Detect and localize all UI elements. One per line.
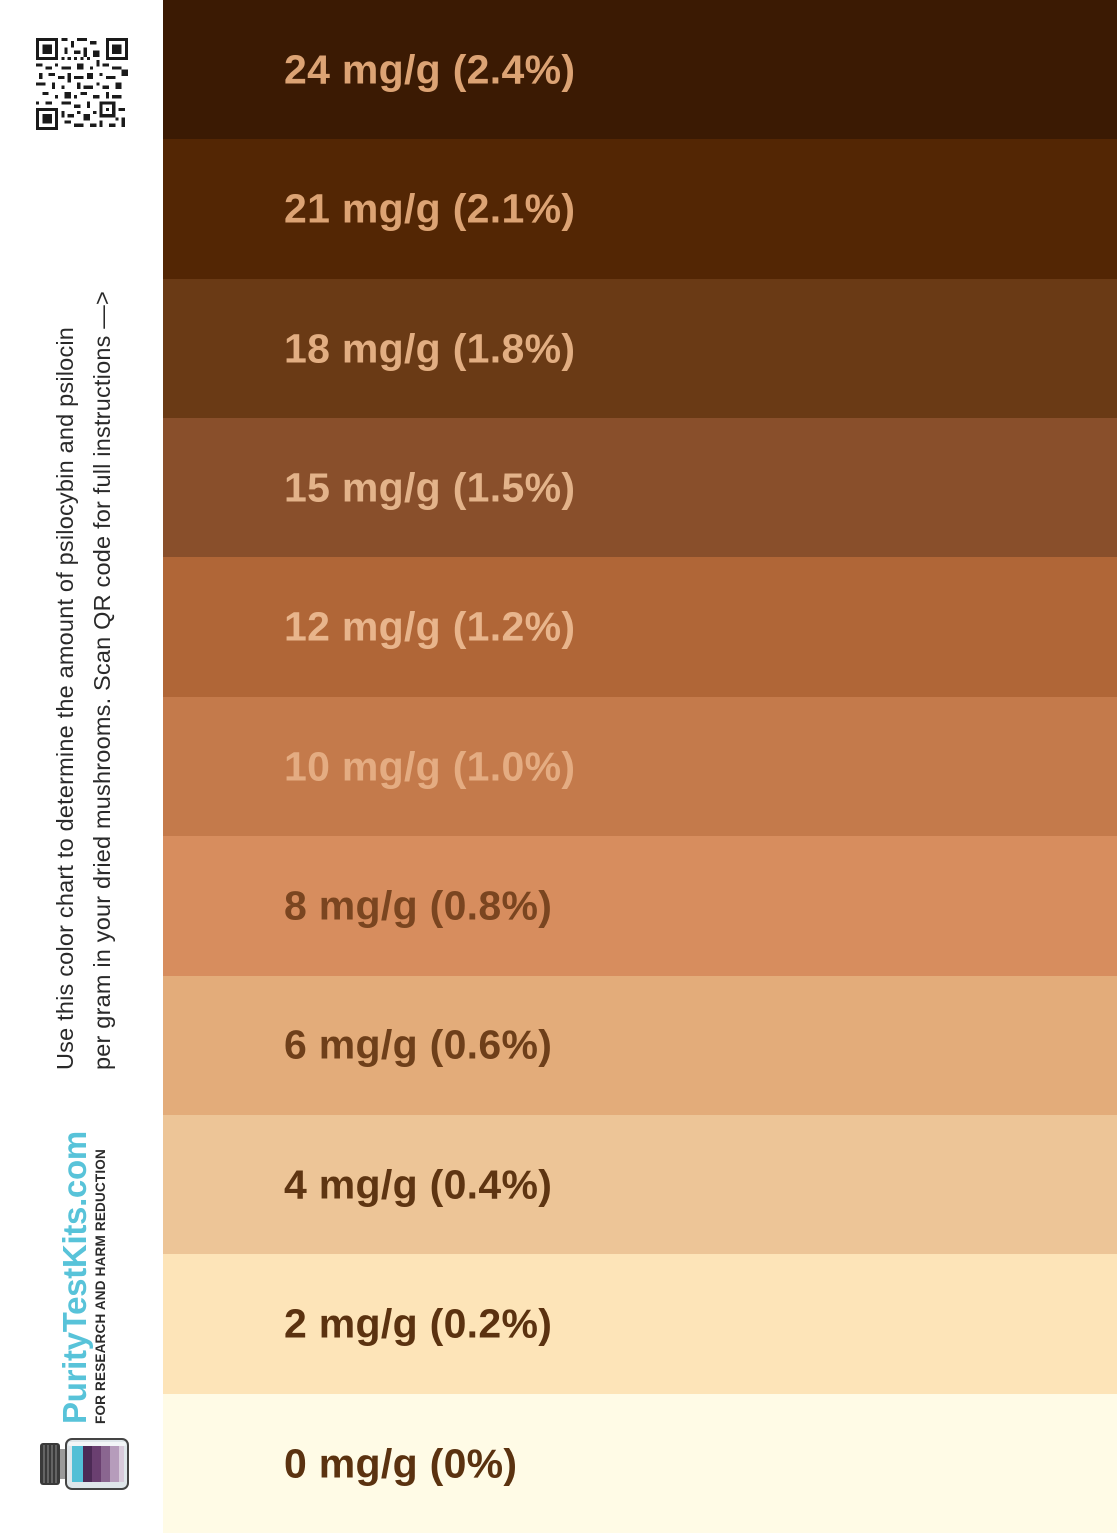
chart-band-label: 12 mg/g (1.2%) <box>284 603 576 650</box>
test-kit-bottle-icon <box>40 1438 129 1490</box>
qr-code-icon[interactable] <box>36 38 128 130</box>
sidebar: Use this color chart to determine the am… <box>0 0 163 1533</box>
chart-band-label: 18 mg/g (1.8%) <box>284 325 576 372</box>
chart-band: 10 mg/g (1.0%) <box>163 696 1117 837</box>
chart-band: 18 mg/g (1.8%) <box>163 278 1117 419</box>
chart-band-label: 2 mg/g (0.2%) <box>284 1300 553 1347</box>
color-chart: 24 mg/g (2.4%) 21 mg/g (2.1%) 18 mg/g (1.8… <box>163 0 1117 1533</box>
brand-name: PurityTestKits.com <box>56 1131 93 1424</box>
chart-band: 2 mg/g (0.2%) <box>163 1254 1117 1395</box>
chart-band-label: 6 mg/g (0.6%) <box>284 1021 553 1068</box>
chart-band: 6 mg/g (0.6%) <box>163 975 1117 1116</box>
chart-band-label: 0 mg/g (0%) <box>284 1440 518 1487</box>
chart-band-label: 8 mg/g (0.8%) <box>284 882 553 929</box>
chart-band: 24 mg/g (2.4%) <box>163 0 1117 140</box>
chart-band: 12 mg/g (1.2%) <box>163 557 1117 698</box>
instructions-line-2: per gram in your dried mushrooms. Scan Q… <box>89 291 115 1070</box>
chart-band-label: 10 mg/g (1.0%) <box>284 743 576 790</box>
chart-band-label: 24 mg/g (2.4%) <box>284 46 576 93</box>
chart-band-label: 4 mg/g (0.4%) <box>284 1161 553 1208</box>
chart-band: 8 mg/g (0.8%) <box>163 836 1117 977</box>
chart-band: 15 mg/g (1.5%) <box>163 418 1117 558</box>
chart-band: 0 mg/g (0%) <box>163 1393 1117 1533</box>
chart-band-label: 15 mg/g (1.5%) <box>284 464 576 511</box>
brand-logo: PurityTestKits.com FOR RESEARCH AND HARM… <box>56 1131 109 1424</box>
instructions-text: Use this color chart to determine the am… <box>47 170 121 1070</box>
chart-band: 21 mg/g (2.1%) <box>163 139 1117 280</box>
chart-band: 4 mg/g (0.4%) <box>163 1114 1117 1255</box>
instructions-line-1: Use this color chart to determine the am… <box>52 326 78 1070</box>
chart-band-label: 21 mg/g (2.1%) <box>284 185 576 232</box>
brand-tagline: FOR RESEARCH AND HARM REDUCTION <box>93 1149 108 1424</box>
